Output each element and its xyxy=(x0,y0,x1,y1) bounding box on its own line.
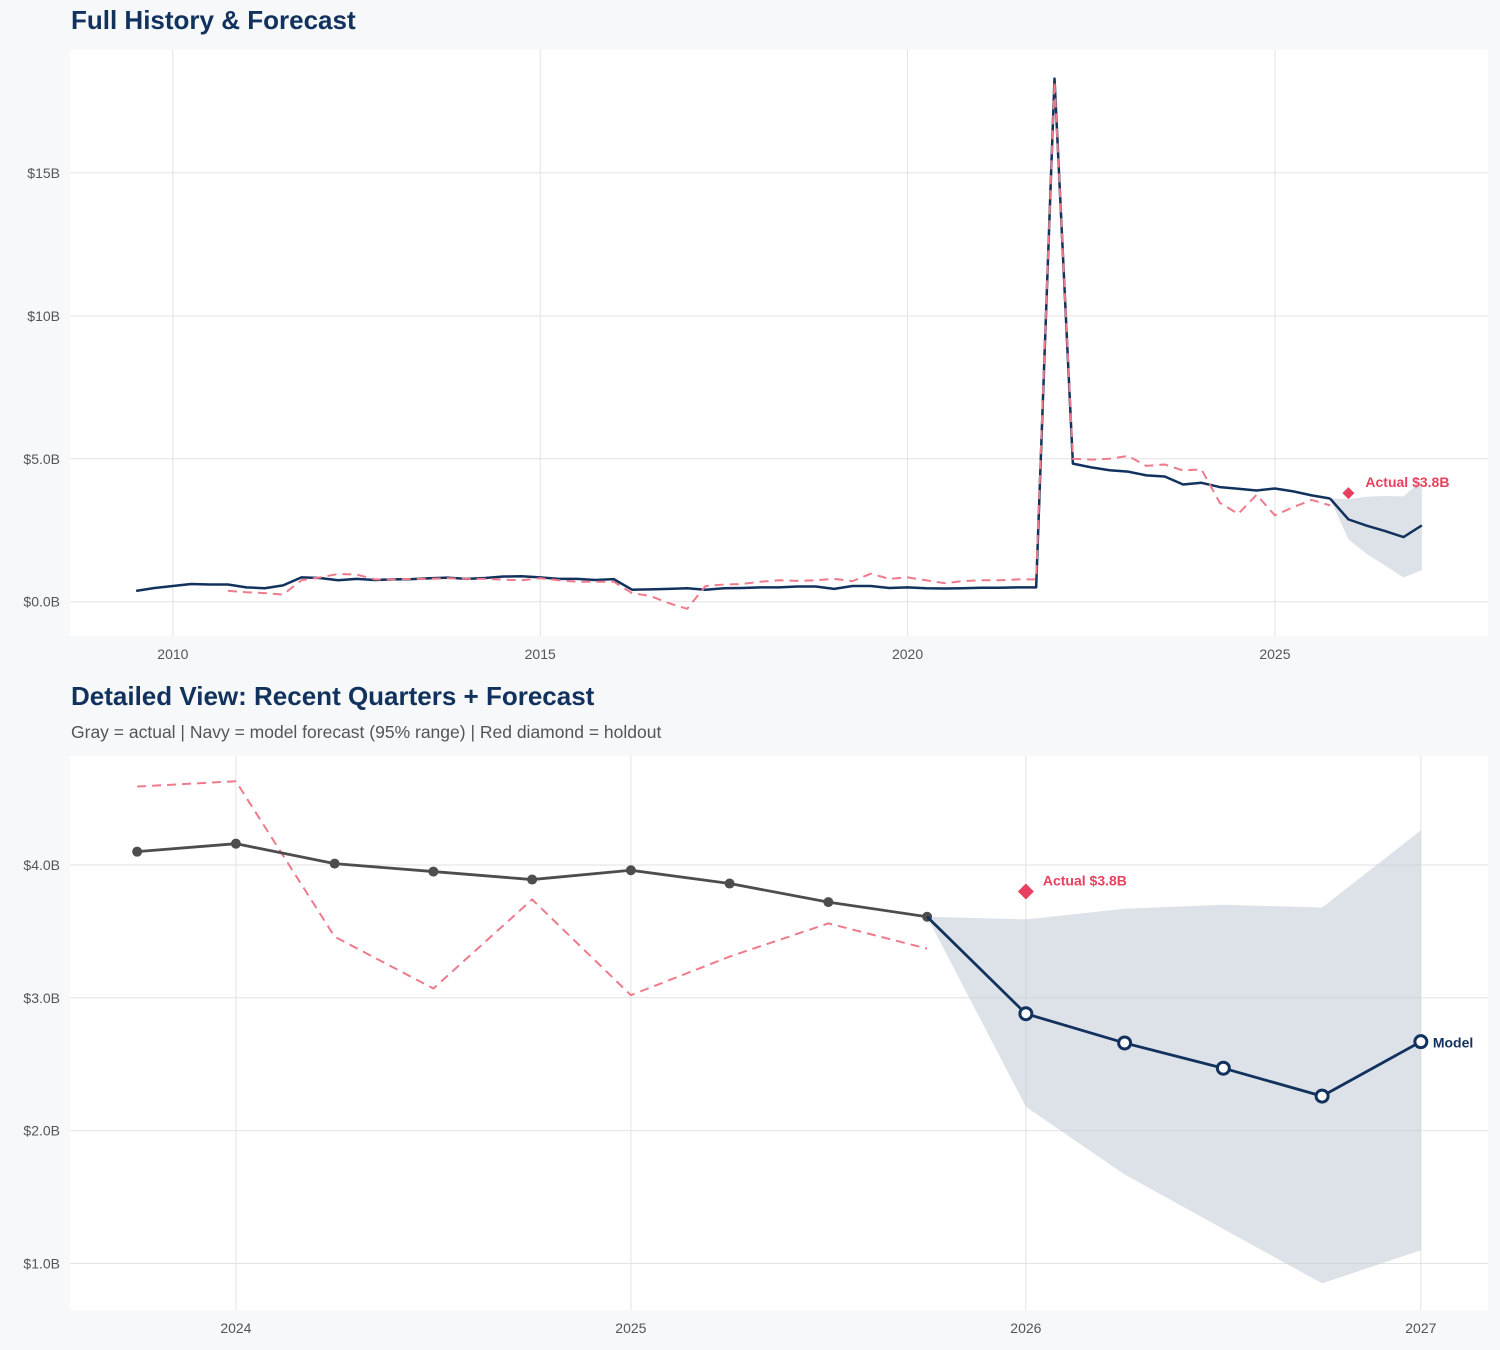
chart-subtitle-legend: Gray = actual | Navy = model forecast (9… xyxy=(71,722,662,742)
forecast-series-line xyxy=(1329,497,1423,539)
y-tick-label: $4.0B xyxy=(23,857,60,873)
x-tick-label: 2020 xyxy=(892,646,923,662)
y-tick-label: $2.0B xyxy=(23,1123,60,1139)
actual-point xyxy=(230,838,241,849)
y-tick-label: $5.0B xyxy=(23,451,60,467)
forecast-point xyxy=(1117,1035,1133,1051)
dashed-series-line xyxy=(227,80,1331,610)
actual-point xyxy=(625,865,636,876)
x-tick-label: 2027 xyxy=(1405,1320,1436,1336)
forecast-point xyxy=(1018,1006,1034,1022)
holdout-diamond-marker xyxy=(1342,487,1355,500)
actual-point xyxy=(329,858,340,869)
chart-detailed-view: 2024 2025 2026 2027 $1.0B $2.0B $3.0B $4.0B Mode… xyxy=(23,756,1488,1336)
x-tick-label: 2024 xyxy=(220,1320,251,1336)
actual-point xyxy=(823,897,834,908)
forecast-point xyxy=(1314,1088,1330,1104)
y-tick-label: $3.0B xyxy=(23,990,60,1006)
chart-title-detailed-view: Detailed View: Recent Quarters + Forecas… xyxy=(71,681,595,711)
actual-point xyxy=(724,878,735,889)
chart-title-full-history: Full History & Forecast xyxy=(71,5,356,35)
actual-series-line xyxy=(135,77,1331,593)
x-tick-label: 2025 xyxy=(1259,646,1290,662)
y-tick-label: $15B xyxy=(27,165,60,181)
y-tick-label: $10B xyxy=(27,308,60,324)
x-tick-label: 2026 xyxy=(1010,1320,1041,1336)
dashed-series-line xyxy=(137,780,928,997)
actual-point xyxy=(132,846,143,857)
holdout-label: Actual $3.8B xyxy=(1043,873,1127,889)
holdout-label: Actual $3.8B xyxy=(1365,474,1449,490)
y-tick-label: $0.0B xyxy=(23,594,60,610)
x-tick-label: 2015 xyxy=(525,646,556,662)
actual-point xyxy=(527,874,538,885)
x-tick-label: 2010 xyxy=(157,646,188,662)
forecast-point xyxy=(1215,1060,1231,1076)
y-tick-label: $1.0B xyxy=(23,1256,60,1272)
chart-full-history: 2010 2015 2020 2025 $0.0B $5.0B $10B $15B Actual… xyxy=(23,50,1488,662)
forecast-series-line xyxy=(926,915,1422,1098)
forecast-point xyxy=(1413,1034,1429,1050)
model-end-label: Model xyxy=(1433,1035,1473,1051)
x-tick-label: 2025 xyxy=(615,1320,646,1336)
plot-area xyxy=(70,50,1488,636)
holdout-diamond-marker xyxy=(1017,883,1034,900)
actual-point xyxy=(428,866,439,877)
